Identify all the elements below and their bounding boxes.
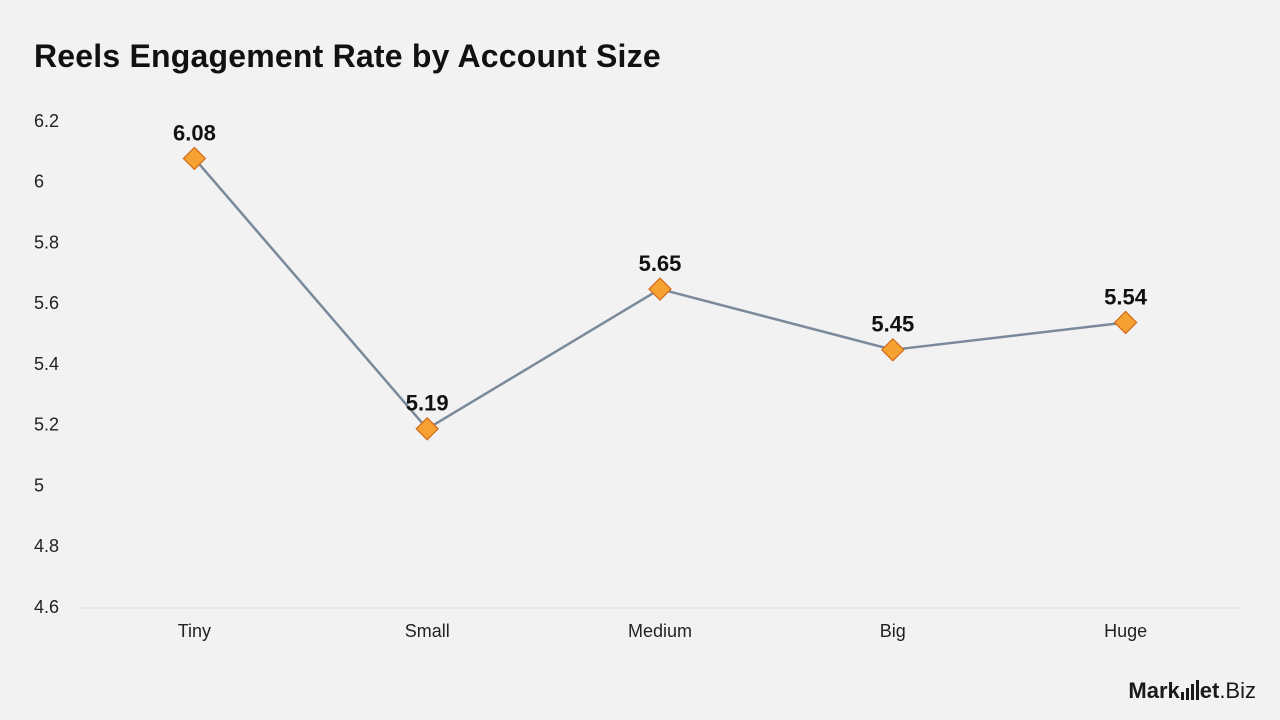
x-tick-label: Big xyxy=(880,621,906,641)
y-tick-label: 5.2 xyxy=(34,415,59,435)
y-tick-label: 6 xyxy=(34,172,44,192)
brand-bars-icon xyxy=(1180,678,1199,700)
data-point-marker xyxy=(415,416,440,441)
brand-text-mark: Mark xyxy=(1128,678,1180,703)
brand-logo: Mark et .Biz xyxy=(1128,678,1256,704)
data-label: 5.65 xyxy=(639,251,682,276)
data-label: 5.45 xyxy=(871,312,914,337)
y-tick-label: 5.4 xyxy=(34,354,59,374)
x-tick-label: Tiny xyxy=(178,621,211,641)
brand-text-et: et xyxy=(1199,678,1220,703)
data-point-marker xyxy=(648,277,672,301)
y-tick-label: 4.8 xyxy=(34,536,59,556)
y-tick-label: 5.8 xyxy=(34,232,59,252)
data-point-marker xyxy=(1113,310,1138,335)
series-plot xyxy=(182,146,1138,441)
data-label: 6.08 xyxy=(173,120,216,145)
brand-text-biz: .Biz xyxy=(1219,678,1256,703)
y-tick-label: 4.6 xyxy=(34,597,59,617)
data-label: 5.19 xyxy=(406,391,449,416)
x-tick-label: Small xyxy=(405,621,450,641)
y-tick-label: 6.2 xyxy=(34,111,59,131)
y-axis: 6.2 6 5.8 5.6 5.4 5.2 5 4.8 4.6 xyxy=(34,111,59,617)
chart-title: Reels Engagement Rate by Account Size xyxy=(34,38,661,74)
y-tick-label: 5.6 xyxy=(34,293,59,313)
data-point-marker xyxy=(182,146,207,171)
x-axis: Tiny Small Medium Big Huge xyxy=(78,607,1242,641)
data-label: 5.54 xyxy=(1104,284,1148,309)
data-point-marker xyxy=(880,337,905,362)
x-tick-label: Medium xyxy=(628,621,692,641)
data-labels: 6.08 5.19 5.65 5.45 5.54 xyxy=(173,120,1148,415)
x-tick-label: Huge xyxy=(1104,621,1147,641)
y-tick-label: 5 xyxy=(34,475,44,495)
